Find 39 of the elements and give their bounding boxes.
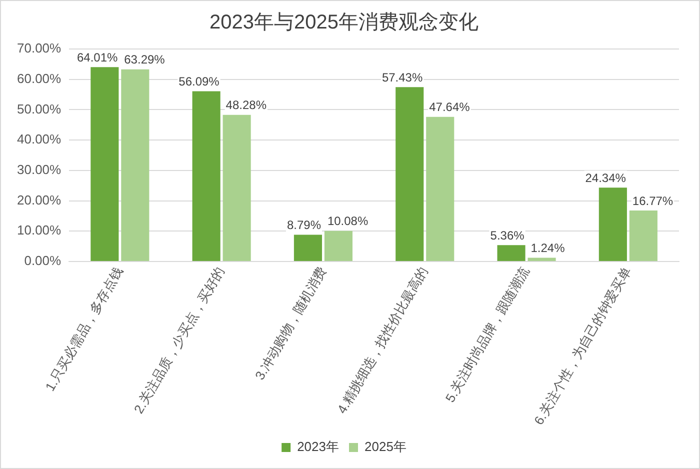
chart-title: 2023年与2025年消费观念变化 xyxy=(210,12,478,34)
bar xyxy=(294,234,322,261)
y-tick-label: 60.00% xyxy=(16,70,62,86)
y-tick-label: 70.00% xyxy=(16,40,62,56)
y-tick-label: 40.00% xyxy=(16,132,62,147)
bar xyxy=(629,210,658,261)
data-label: 47.64% xyxy=(429,100,470,114)
bar xyxy=(528,258,556,261)
legend-label: 2023年 xyxy=(297,439,339,454)
y-tick-label: 10.00% xyxy=(16,222,62,238)
bar xyxy=(396,87,424,261)
bar xyxy=(426,116,454,261)
data-label: 8.79% xyxy=(286,218,322,232)
x-tick-label: 3.冲动购物，随机消费 xyxy=(252,264,329,382)
data-label: 5.36% xyxy=(490,228,525,242)
data-label: 1.24% xyxy=(530,241,566,255)
bar xyxy=(192,91,220,261)
data-label: 57.43% xyxy=(382,70,423,84)
x-tick-label: 4.精挑细选，找性价比最高的 xyxy=(334,264,431,416)
data-label: 10.08% xyxy=(327,214,368,228)
data-label: 64.01% xyxy=(77,50,118,64)
legend-label: 2025年 xyxy=(364,439,406,454)
bar xyxy=(121,69,150,261)
bar xyxy=(324,230,352,261)
bar xyxy=(598,188,627,261)
data-label: 48.28% xyxy=(226,98,267,112)
x-tick-label: 5.关注时尚品牌，跟随潮流 xyxy=(442,264,532,405)
x-tick-label: 2.关注品质，少买点，买好的 xyxy=(130,264,228,416)
data-label: 56.09% xyxy=(178,74,220,89)
bar xyxy=(497,245,526,261)
y-tick-label: 30.00% xyxy=(16,162,62,177)
data-label: 16.77% xyxy=(632,194,674,208)
y-tick-label: 20.00% xyxy=(16,192,62,208)
y-tick-label: 50.00% xyxy=(16,101,62,116)
x-tick-label: 6.关注个性，为自己的钟爱买单 xyxy=(530,264,634,428)
bar xyxy=(222,114,251,261)
data-label: 24.34% xyxy=(585,170,626,185)
data-label: 63.29% xyxy=(124,52,166,67)
bar xyxy=(90,67,119,261)
